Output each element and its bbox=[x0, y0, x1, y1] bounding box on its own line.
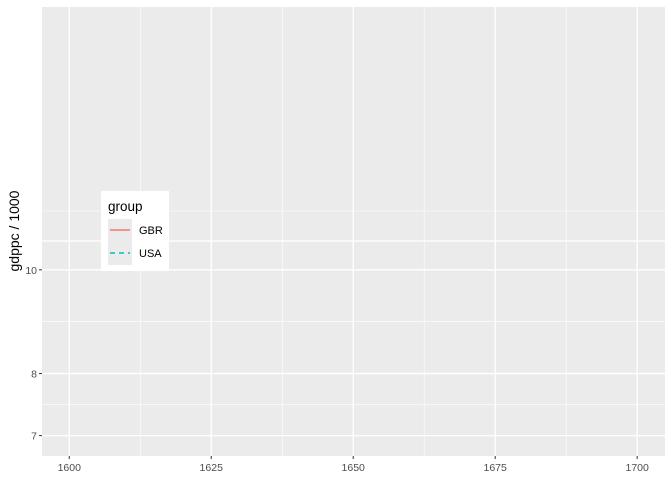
legend-label-usa: USA bbox=[139, 248, 162, 260]
legend-label-gbr: GBR bbox=[139, 225, 163, 237]
legend-key-background bbox=[108, 219, 132, 265]
legend-title: group bbox=[108, 199, 143, 214]
x-tick-label: 1700 bbox=[625, 462, 649, 474]
x-tick-label: 1625 bbox=[200, 462, 224, 474]
y-tick-label: 7 bbox=[31, 431, 37, 443]
legend: group GBR USA bbox=[101, 191, 169, 271]
y-tick-label: 8 bbox=[31, 369, 37, 381]
y-tick-label: 10 bbox=[25, 265, 37, 277]
axes: 1600 1625 1650 1675 1700 7 8 10 bbox=[25, 265, 649, 474]
x-tick-label: 1600 bbox=[58, 462, 82, 474]
x-tick-label: 1675 bbox=[484, 462, 508, 474]
y-axis-label: gdppc / 1000 bbox=[6, 190, 22, 271]
x-tick-label: 1650 bbox=[342, 462, 366, 474]
